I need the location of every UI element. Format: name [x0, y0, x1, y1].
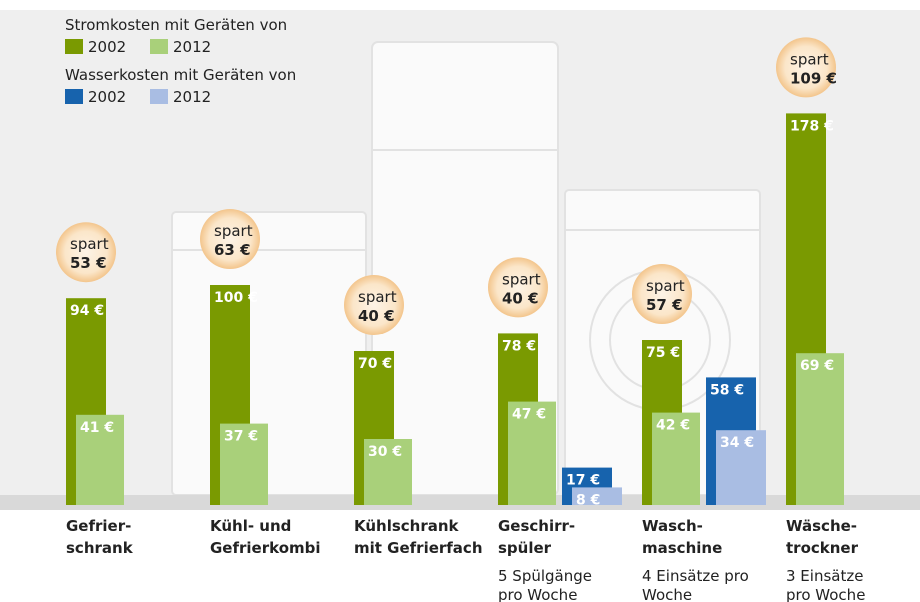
legend-swatch — [150, 89, 168, 104]
savings-label: spart — [790, 50, 829, 68]
category-label: Geschirr- — [498, 517, 575, 535]
category-label: Gefrier- — [66, 517, 131, 535]
category-label: schrank — [66, 539, 134, 557]
value-label: 78 € — [502, 338, 536, 354]
category-label: spüler — [498, 539, 552, 557]
savings-value: 53 € — [70, 254, 107, 272]
legend-swatch — [65, 89, 83, 104]
value-label: 94 € — [70, 303, 104, 319]
category-note: pro Woche — [786, 586, 865, 602]
legend-label: 2002 — [88, 38, 126, 56]
value-label: 30 € — [368, 444, 402, 460]
legend-label: 2012 — [173, 88, 211, 106]
legend-label: 2012 — [173, 38, 211, 56]
bar — [796, 353, 844, 505]
category-label: Wasch- — [642, 517, 703, 535]
savings-value: 57 € — [646, 296, 683, 314]
value-label: 70 € — [358, 356, 392, 372]
category-label: Kühl- und — [210, 517, 291, 535]
legend-swatch — [65, 39, 83, 54]
value-label: 41 € — [80, 420, 114, 436]
savings-value: 40 € — [358, 307, 395, 325]
chart: Stromkosten mit Geräten von 2002 2012 Wasse… — [0, 0, 920, 602]
category-note: 4 Einsätze pro — [642, 567, 749, 585]
category-note: 5 Spülgänge — [498, 567, 592, 585]
value-label: 69 € — [800, 358, 834, 374]
legend-label: 2002 — [88, 88, 126, 106]
savings-label: spart — [358, 288, 397, 306]
savings-value: 63 € — [214, 241, 251, 259]
category-label: Kühlschrank — [354, 517, 460, 535]
value-label: 17 € — [566, 473, 600, 489]
value-label: 75 € — [646, 345, 680, 361]
value-label: 34 € — [720, 435, 754, 451]
value-label: 37 € — [224, 429, 258, 445]
legend-swatch — [150, 39, 168, 54]
savings-label: spart — [646, 277, 685, 295]
category-label: maschine — [642, 539, 722, 557]
savings-value: 109 € — [790, 69, 837, 87]
category-note: 3 Einsätze — [786, 567, 863, 585]
category-note: pro Woche — [498, 586, 577, 602]
value-label: 47 € — [512, 407, 546, 423]
savings-label: spart — [70, 235, 109, 253]
value-label: 100 € — [214, 290, 258, 306]
value-label: 178 € — [790, 118, 834, 134]
value-label: 42 € — [656, 418, 690, 434]
category-note: Woche — [642, 586, 692, 602]
category-label: Gefrierkombi — [210, 539, 321, 557]
category-label: Wäsche- — [786, 517, 857, 535]
legend-title: Wasserkosten mit Geräten von — [65, 66, 296, 84]
savings-label: spart — [214, 222, 253, 240]
savings-label: spart — [502, 270, 541, 288]
legend-title: Stromkosten mit Geräten von — [65, 16, 287, 34]
category-label: mit Gefrierfach — [354, 539, 483, 557]
value-label: 58 € — [710, 382, 744, 398]
value-label: 8 € — [576, 492, 600, 508]
category-label: trockner — [786, 539, 859, 557]
floor-strip — [0, 495, 920, 510]
savings-value: 40 € — [502, 289, 539, 307]
